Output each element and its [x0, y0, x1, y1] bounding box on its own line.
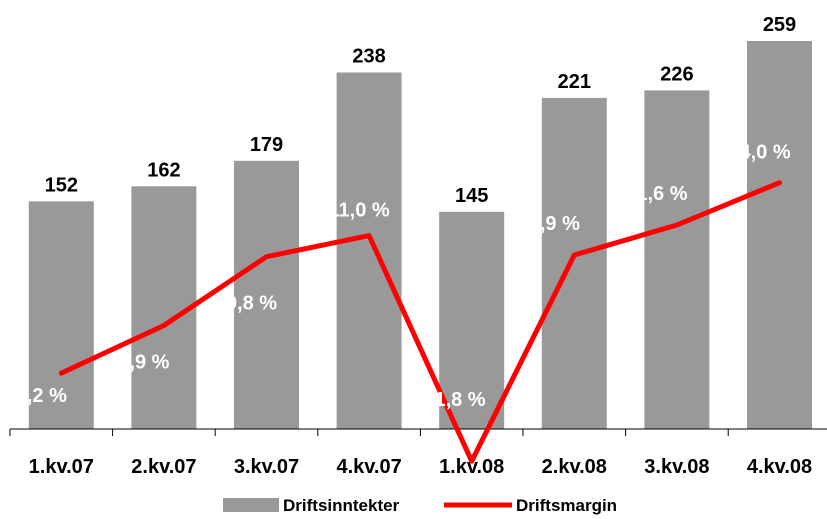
bar-value-label: 259 [763, 14, 796, 36]
legend-label-driftsinntekter: Driftsinntekter [283, 496, 400, 515]
category-label: 2.kv.08 [542, 456, 607, 478]
bar-1.kv.08 [439, 211, 505, 429]
bars-layer [28, 41, 812, 430]
category-label: 1.kv.08 [439, 456, 504, 478]
margin-value-label: 3,2 % [16, 385, 67, 407]
margin-value-label: -1,8 % [428, 389, 486, 411]
bar-value-label: 162 [147, 159, 180, 181]
bar-4.kv.08 [747, 41, 812, 429]
bar-value-label: 152 [45, 174, 78, 196]
margin-value-label: 11,0 % [329, 200, 390, 222]
bar-2.kv.07 [131, 186, 197, 429]
category-label: 4.kv.07 [336, 456, 401, 478]
x-axis [9, 428, 827, 436]
legend-label-driftsmargin: Driftsmargin [516, 496, 617, 515]
margin-value-label: 11,6 % [626, 183, 687, 205]
category-label: 1.kv.07 [29, 456, 94, 478]
category-label: 3.kv.07 [234, 456, 299, 478]
margin-value-label: 9,9 % [529, 213, 580, 235]
legend: Driftsinntekter Driftsmargin [223, 496, 617, 515]
bar-4.kv.07 [336, 72, 402, 429]
driftsmargin-line [58, 180, 782, 464]
labels-layer: 152 162 179 238 145 221 226 259 3,2 % 5,9 % 9,8 % 1… [16, 14, 812, 478]
category-label: 3.kv.08 [644, 456, 709, 478]
bar-1.kv.07 [28, 201, 94, 429]
margin-line-layer [58, 180, 782, 464]
category-label: 4.kv.08 [747, 456, 812, 478]
bar-value-label: 145 [455, 185, 488, 207]
bar-value-label: 226 [660, 63, 693, 85]
margin-value-label: 14,0 % [728, 142, 790, 164]
margin-value-label: 5,9 % [118, 352, 169, 374]
bar-3.kv.08 [644, 90, 710, 430]
bar-value-label: 221 [558, 71, 591, 93]
bar-value-label: 179 [250, 134, 283, 156]
bar-3.kv.07 [234, 160, 299, 430]
margin-value-label: 9,8 % [226, 293, 277, 315]
legend-swatch-driftsinntekter [223, 498, 279, 512]
bar-value-label: 238 [352, 46, 385, 68]
bar-2.kv.08 [541, 97, 607, 430]
category-label: 2.kv.07 [131, 456, 196, 478]
